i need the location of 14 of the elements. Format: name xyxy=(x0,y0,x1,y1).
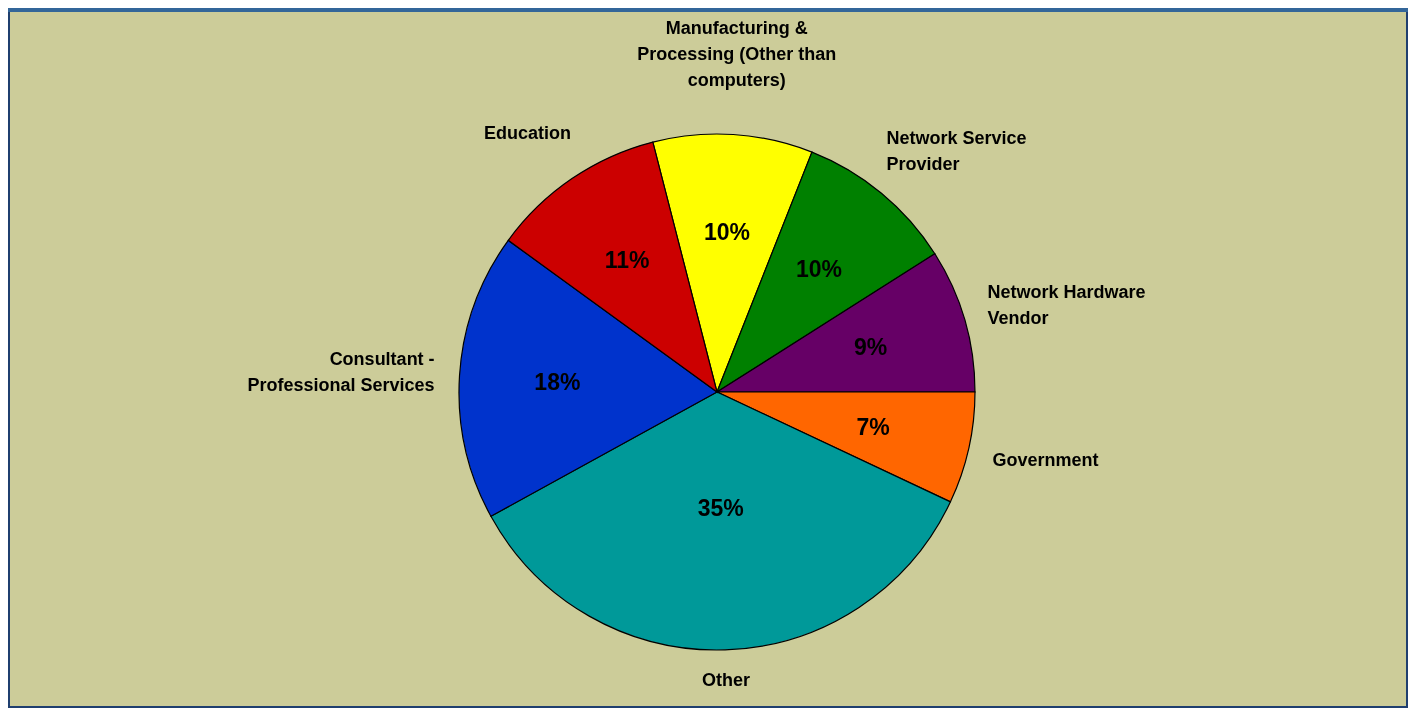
slice-label: Manufacturing & Processing (Other than computers) xyxy=(637,17,837,90)
slice-label: Other xyxy=(702,669,751,690)
data-label: 10% xyxy=(795,255,842,282)
data-label: 18% xyxy=(534,368,581,395)
data-label: 10% xyxy=(704,219,751,246)
data-label: 9% xyxy=(853,334,888,361)
slice-label: Consultant - Professional Services xyxy=(247,349,435,396)
slice-label: Government xyxy=(992,450,1099,471)
data-label: 7% xyxy=(856,413,890,440)
data-label: 35% xyxy=(697,495,744,522)
data-label: 11% xyxy=(604,246,650,273)
slice-label: Network Service Provider xyxy=(886,127,1027,174)
slice-label: Education xyxy=(484,123,572,144)
slice-label: Network Hardware Vendor xyxy=(987,281,1146,328)
